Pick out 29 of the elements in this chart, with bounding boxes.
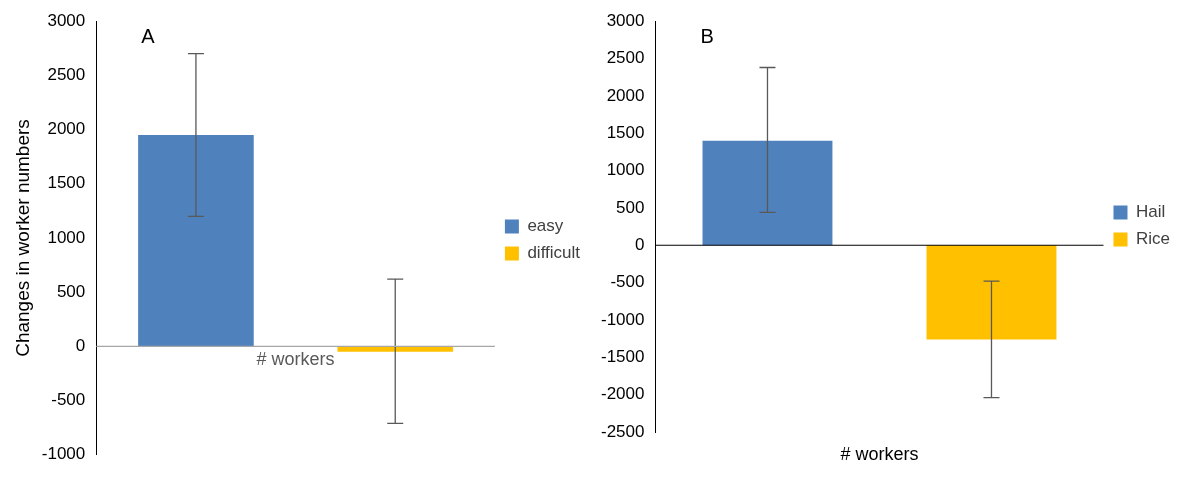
y-tick-label: 1500 bbox=[606, 122, 645, 142]
y-tick-label: -1500 bbox=[601, 347, 645, 366]
legend-label: difficult bbox=[527, 243, 581, 263]
legend-label: easy bbox=[527, 216, 564, 236]
y-tick-label: 0 bbox=[635, 234, 645, 254]
y-tick-label: -2000 bbox=[601, 384, 645, 404]
y-tick-label: 500 bbox=[616, 197, 645, 217]
y-tick-label: 2000 bbox=[47, 119, 86, 139]
y-tick-label: 2500 bbox=[47, 65, 86, 85]
legend-label: Rice bbox=[1135, 229, 1171, 249]
y-tick-label: 1500 bbox=[47, 173, 86, 193]
x-axis-title: # workers bbox=[840, 443, 919, 464]
annotation: A bbox=[141, 24, 156, 47]
y-tick-label: -1000 bbox=[41, 444, 86, 464]
y-tick-label: 3000 bbox=[606, 10, 645, 30]
y-tick-label: -1000 bbox=[601, 309, 645, 329]
y-tick-label: 1000 bbox=[606, 160, 645, 180]
y-tick-label: 1000 bbox=[47, 227, 86, 247]
y-tick-label: -500 bbox=[51, 390, 86, 410]
y-tick-label: 2500 bbox=[606, 48, 645, 68]
y-tick-label: 3000 bbox=[47, 10, 86, 30]
y-axis-title: Changes in worker numbers bbox=[11, 119, 33, 357]
legend-label: Hail bbox=[1135, 202, 1166, 222]
annotation: B bbox=[700, 24, 714, 47]
y-tick-label: 0 bbox=[75, 336, 86, 356]
y-tick-label: 2000 bbox=[606, 85, 645, 105]
y-tick-label: -2500 bbox=[601, 421, 645, 441]
y-tick-label: 500 bbox=[56, 281, 86, 301]
y-tick-label: -500 bbox=[610, 272, 645, 292]
